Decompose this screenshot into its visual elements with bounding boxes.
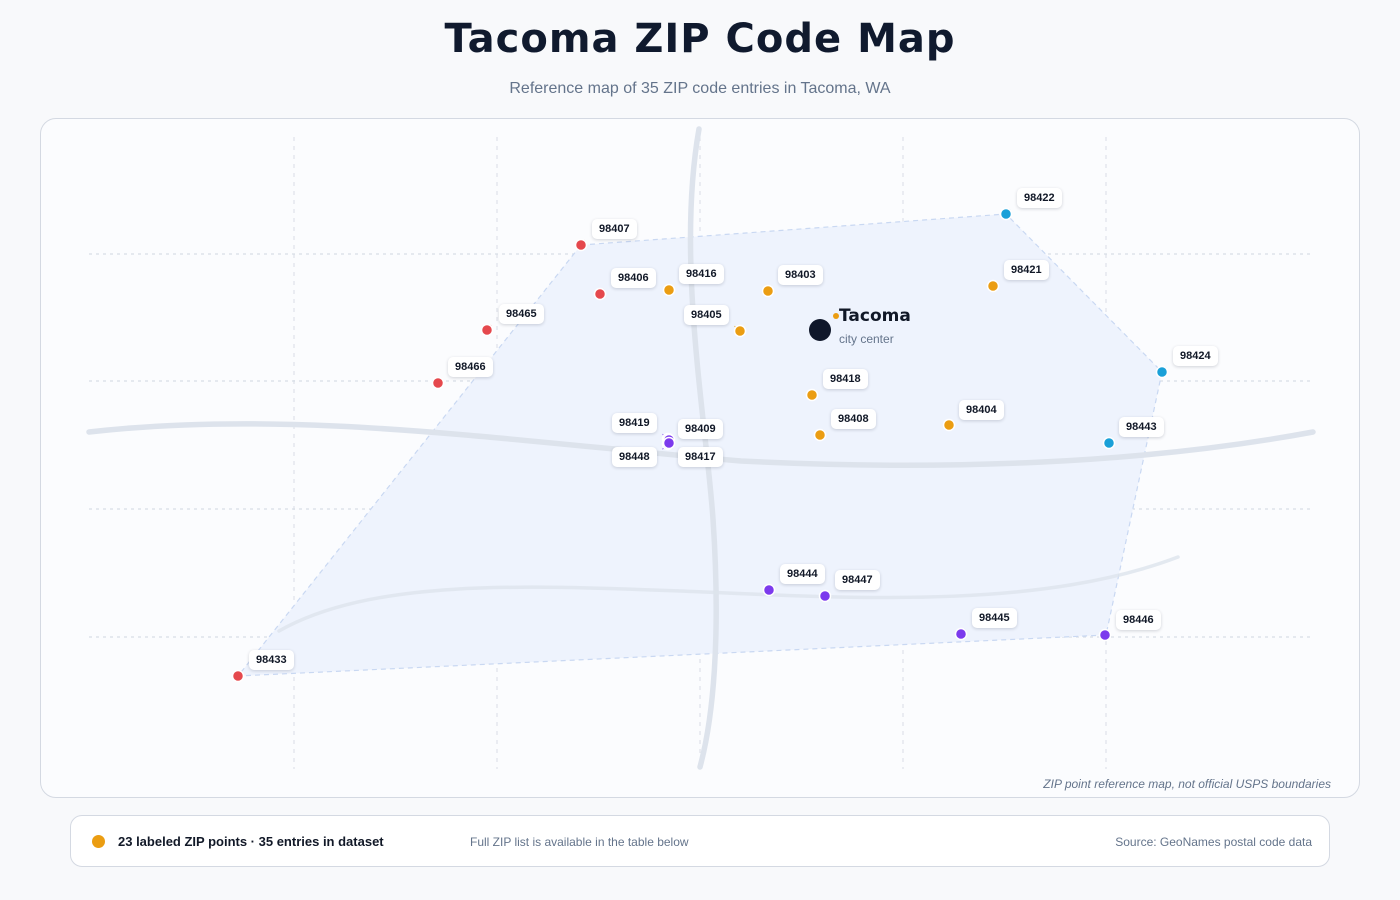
zip-point-98403[interactable]	[761, 284, 775, 298]
zip-label-98403[interactable]: 98403	[778, 265, 823, 285]
map-panel[interactable]: 98407 98406 98465 98466 98433 98416 98403 98405…	[40, 118, 1360, 798]
legend-summary: 23 labeled ZIP points · 35 entries in da…	[118, 834, 384, 849]
zip-point-98445[interactable]	[954, 627, 968, 641]
zip-point-98424[interactable]	[1155, 365, 1169, 379]
zip-point-98404[interactable]	[942, 418, 956, 432]
zip-point-98443[interactable]	[1102, 436, 1116, 450]
zip-points	[231, 207, 1169, 683]
zip-label-98404[interactable]: 98404	[959, 400, 1004, 420]
zip-label-98409[interactable]: 98409	[678, 419, 723, 439]
footer-bar: 23 labeled ZIP points · 35 entries in da…	[70, 815, 1330, 867]
zip-point-98447[interactable]	[818, 589, 832, 603]
zip-label-98419[interactable]: 98419	[612, 413, 657, 433]
road	[687, 126, 719, 770]
city-center-marker[interactable]	[809, 319, 831, 341]
zip-label-98443[interactable]: 98443	[1119, 417, 1164, 437]
city-accent-dot	[833, 313, 839, 319]
road	[277, 555, 1180, 633]
map-disclaimer: ZIP point reference map, not official US…	[1043, 777, 1331, 791]
map-canvas[interactable]	[41, 119, 1359, 797]
zip-coverage-area	[236, 213, 1163, 677]
zip-point-98405[interactable]	[733, 324, 747, 338]
zip-label-98417[interactable]: 98417	[678, 447, 723, 467]
zip-label-98408[interactable]: 98408	[831, 409, 876, 429]
page-title: Tacoma ZIP Code Map	[444, 16, 956, 62]
zip-point-98417[interactable]	[662, 436, 676, 450]
zip-label-98446[interactable]: 98446	[1116, 610, 1161, 630]
zip-label-98421[interactable]: 98421	[1004, 260, 1049, 280]
zip-label-98448[interactable]: 98448	[612, 447, 657, 467]
zip-label-98406[interactable]: 98406	[611, 268, 656, 288]
zip-label-98444[interactable]: 98444	[780, 564, 825, 584]
page-subtitle: Reference map of 35 ZIP code entries in …	[509, 80, 891, 97]
zip-label-98447[interactable]: 98447	[835, 570, 880, 590]
zip-point-98406[interactable]	[593, 287, 607, 301]
zip-point-98465[interactable]	[480, 323, 494, 337]
zip-point-98446[interactable]	[1098, 628, 1112, 642]
zip-label-98424[interactable]: 98424	[1173, 346, 1218, 366]
zip-point-98418[interactable]	[805, 388, 819, 402]
zip-point-98407[interactable]	[574, 238, 588, 252]
zip-label-98445[interactable]: 98445	[972, 608, 1017, 628]
zip-label-98407[interactable]: 98407	[592, 219, 637, 239]
legend-dot-icon	[92, 835, 105, 848]
source-credit: Source: GeoNames postal code data	[1115, 835, 1312, 849]
road	[86, 421, 1316, 468]
zip-label-98418[interactable]: 98418	[823, 369, 868, 389]
zip-point-98422[interactable]	[999, 207, 1013, 221]
zip-label-98405[interactable]: 98405	[684, 305, 729, 325]
city-label: Tacoma	[839, 306, 911, 326]
table-hint: Full ZIP list is available in the table …	[470, 835, 689, 849]
zip-point-98433[interactable]	[231, 669, 245, 683]
zip-label-98416[interactable]: 98416	[679, 264, 724, 284]
zip-point-98444[interactable]	[762, 583, 776, 597]
zip-point-98408[interactable]	[813, 428, 827, 442]
city-sublabel: city center	[839, 332, 894, 346]
zip-point-98421[interactable]	[986, 279, 1000, 293]
zip-label-98422[interactable]: 98422	[1017, 188, 1062, 208]
zip-label-98433[interactable]: 98433	[249, 650, 294, 670]
zip-label-98466[interactable]: 98466	[448, 357, 493, 377]
zip-point-98466[interactable]	[431, 376, 445, 390]
zip-label-98465[interactable]: 98465	[499, 304, 544, 324]
zip-point-98416[interactable]	[662, 283, 676, 297]
